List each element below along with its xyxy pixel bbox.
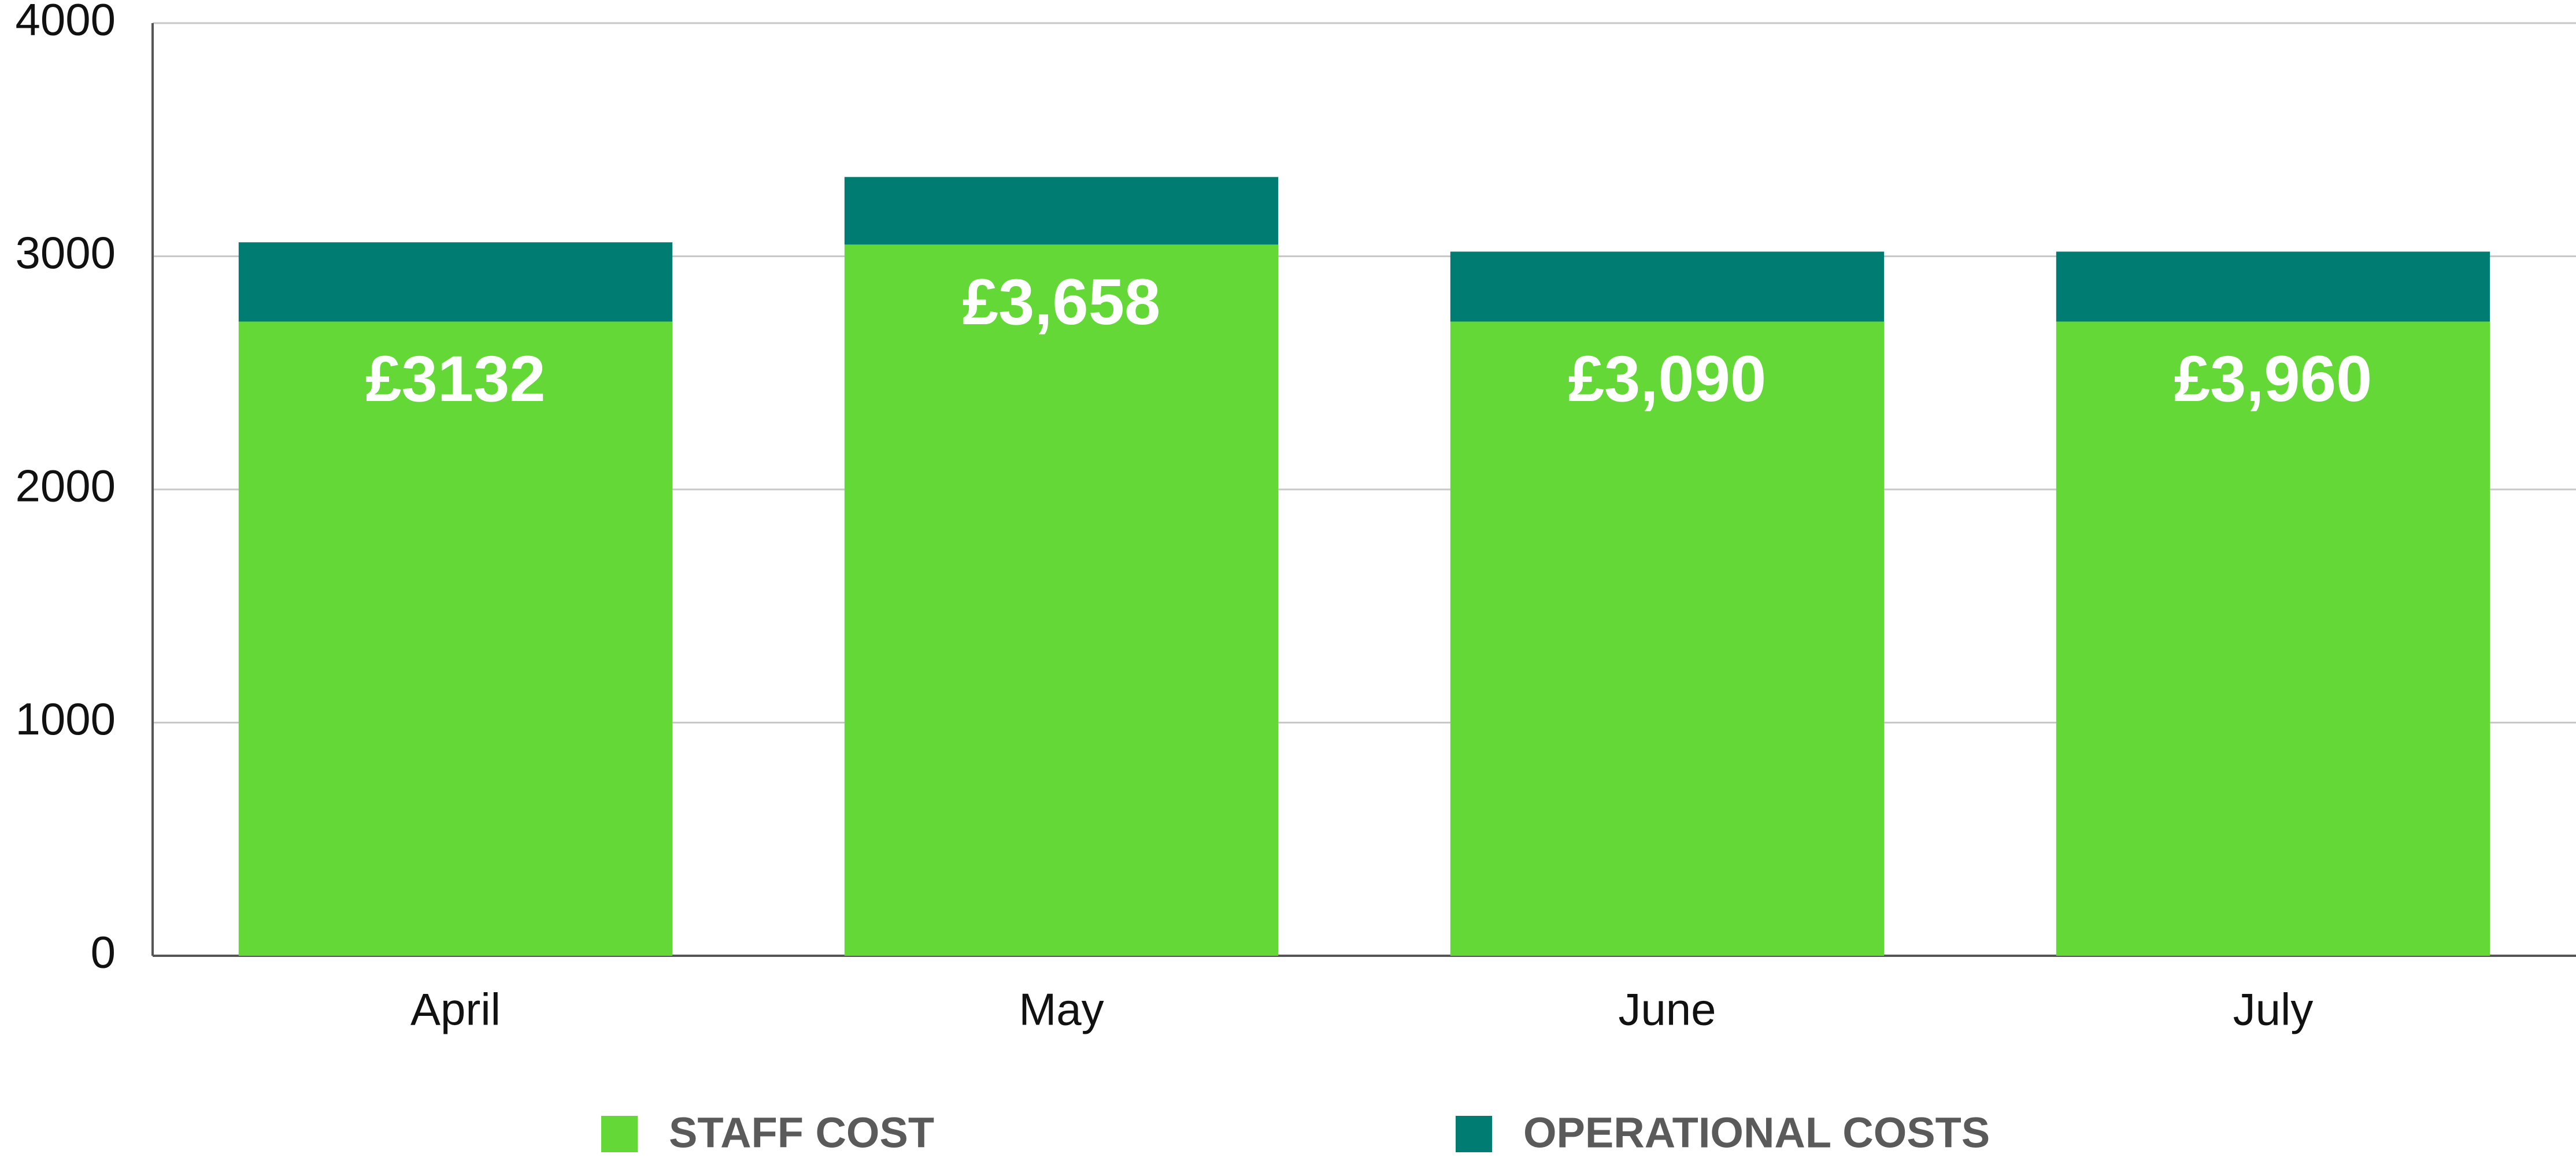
bar-segment (238, 321, 673, 956)
x-tick-label: June (1618, 984, 1716, 1035)
bar-annotation: £3,090 (1568, 343, 1767, 415)
legend-label: OPERATIONAL COSTS (1523, 1109, 1990, 1157)
bar-segment (844, 244, 1279, 956)
y-tick-label: 3000 (15, 227, 116, 278)
bar-segment (2056, 321, 2490, 956)
bar-segment (2056, 251, 2490, 322)
bar-segment (1450, 321, 1885, 956)
legend-swatch (601, 1116, 638, 1152)
bar-segment (844, 177, 1279, 245)
legend-swatch (1456, 1116, 1492, 1152)
bar-annotation: £3,658 (963, 266, 1161, 338)
legend-label: STAFF COST (669, 1109, 934, 1157)
x-tick-label: May (1019, 984, 1104, 1035)
y-tick-label: 2000 (15, 461, 116, 511)
bar-annotation: £3,960 (2174, 343, 2373, 415)
bar-annotation: £3132 (365, 343, 545, 415)
bar-segment (238, 242, 673, 322)
bar-segment (1450, 251, 1885, 322)
x-tick-label: April (410, 984, 501, 1035)
y-tick-label: 1000 (15, 693, 116, 744)
y-tick-label: 4000 (15, 0, 116, 45)
x-tick-label: July (2233, 984, 2314, 1035)
y-tick-label: 0 (91, 927, 116, 978)
